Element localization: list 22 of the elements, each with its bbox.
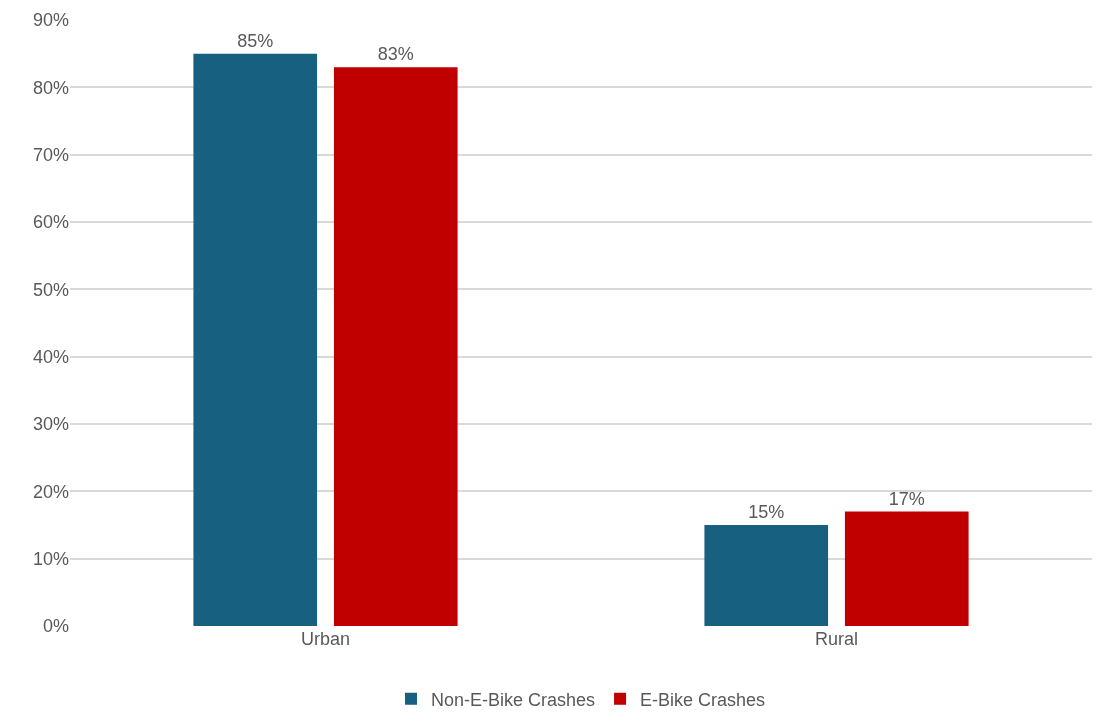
data-label: 85% — [237, 30, 274, 51]
y-tick-label: 30% — [32, 414, 69, 435]
y-tick-label: 70% — [32, 144, 69, 165]
y-tick-label: 0% — [42, 616, 69, 637]
data-label: 83% — [377, 44, 414, 65]
y-tick-label: 10% — [32, 548, 69, 569]
y-tick-label: 90% — [32, 10, 69, 31]
legend-label: E-Bike Crashes — [640, 689, 766, 710]
y-tick-label: 40% — [32, 346, 69, 367]
y-tick-label: 50% — [32, 279, 69, 300]
bar — [333, 67, 458, 626]
y-tick-label: 60% — [32, 212, 69, 233]
bar — [844, 511, 969, 626]
bar — [704, 525, 829, 626]
x-tick-label: Rural — [814, 629, 859, 649]
y-tick-label: 80% — [32, 77, 69, 98]
y-tick-label: 20% — [32, 481, 69, 502]
data-label: 17% — [888, 488, 925, 509]
bar — [193, 53, 318, 626]
x-tick-label: Urban — [300, 629, 351, 649]
data-label: 15% — [748, 502, 785, 522]
legend-label: Non-E-Bike Crashes — [431, 689, 596, 710]
